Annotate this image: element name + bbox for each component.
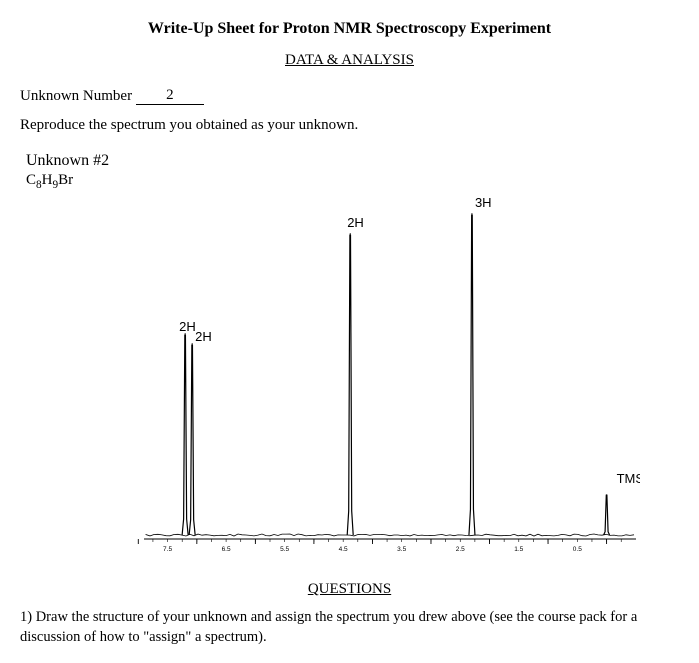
svg-text:0.5: 0.5 <box>572 546 581 553</box>
svg-text:5.5: 5.5 <box>280 546 289 553</box>
unknown-label: Unknown Number <box>20 88 132 104</box>
unknown-number-line: Unknown Number 2 <box>20 87 679 105</box>
spectrum-formula: C8H9Br <box>26 172 679 191</box>
svg-text:TMS: TMS <box>616 471 639 486</box>
svg-text:6.5: 6.5 <box>221 546 230 553</box>
section-header-questions: QUESTIONS <box>20 581 679 598</box>
question-1: 1) Draw the structure of your unknown an… <box>20 608 679 647</box>
svg-text:3.5: 3.5 <box>397 546 406 553</box>
svg-text:2.5: 2.5 <box>455 546 464 553</box>
svg-text:3H: 3H <box>474 195 491 210</box>
nmr-spectrum-chart: 2H2H2H3HTMS0.51.52.53.54.55.56.57.5 <box>60 195 640 565</box>
page-title: Write-Up Sheet for Proton NMR Spectrosco… <box>20 20 679 38</box>
svg-text:2H: 2H <box>179 319 196 334</box>
spectrum-title: Unknown #2 <box>26 152 679 170</box>
svg-text:1.5: 1.5 <box>514 546 523 553</box>
svg-text:4.5: 4.5 <box>338 546 347 553</box>
svg-text:7.5: 7.5 <box>163 546 172 553</box>
unknown-value-blank: 2 <box>136 87 204 105</box>
instruction-text: Reproduce the spectrum you obtained as y… <box>20 117 679 134</box>
svg-text:2H: 2H <box>347 215 364 230</box>
svg-text:2H: 2H <box>195 329 212 344</box>
section-header-data: DATA & ANALYSIS <box>20 52 679 69</box>
spectrum-container: Unknown #2 C8H9Br 2H2H2H3HTMS0.51.52.53.… <box>20 152 679 565</box>
